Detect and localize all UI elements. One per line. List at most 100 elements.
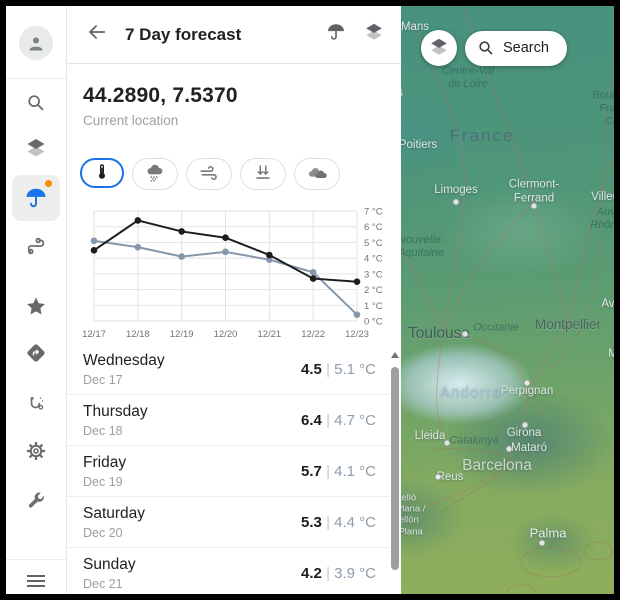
temperature-secondary-value: 5.1 °C [334, 360, 376, 378]
forecast-day-row[interactable]: Wednesday Dec 17 4.5 | 5.1 °C [67, 344, 389, 395]
map-search-label: Search [503, 40, 549, 56]
umbrella-icon [23, 185, 49, 211]
sidebar [6, 6, 67, 594]
sidebar-item-tools[interactable] [14, 481, 58, 521]
day-date: Dec 17 [83, 372, 123, 387]
svg-text:6 °C: 6 °C [364, 222, 383, 233]
star-icon [24, 294, 48, 318]
location-coordinates: 44.2890, 7.5370 [83, 84, 238, 107]
temperature-separator: | [321, 564, 335, 582]
map-roads-layer [401, 6, 614, 594]
temperature-primary-value: 6.4 [301, 411, 322, 429]
notification-badge [45, 180, 52, 187]
hamburger-menu-icon [24, 572, 48, 590]
temperature-primary-value: 5.3 [301, 513, 322, 531]
day-temperatures: 5.3 | 4.4 °C [301, 514, 389, 531]
svg-text:12/18: 12/18 [126, 329, 150, 340]
wind-icon [198, 162, 220, 187]
sidebar-item-search[interactable] [14, 83, 58, 123]
day-temperatures: 4.5 | 5.1 °C [301, 361, 389, 378]
svg-text:12/21: 12/21 [257, 329, 281, 340]
layer-toggle-group [80, 158, 340, 190]
forecast-day-row[interactable]: Sunday Dec 21 4.2 | 3.9 °C [67, 548, 389, 594]
sidebar-item-account[interactable] [14, 23, 58, 63]
temperature-separator: | [321, 360, 335, 378]
svg-text:12/22: 12/22 [301, 329, 325, 340]
back-arrow-icon [86, 21, 108, 48]
forecast-day-row[interactable]: Thursday Dec 18 6.4 | 4.7 °C [67, 395, 389, 446]
day-name: Friday [83, 453, 127, 471]
forecast-chart: 12/17 12/18 12/19 12/20 12/21 12/22 12/23 7 °C 6… [80, 203, 396, 343]
forecast-layers-button[interactable] [359, 20, 389, 50]
day-date: Dec 18 [83, 423, 123, 438]
svg-text:4 °C: 4 °C [364, 254, 383, 265]
svg-text:3 °C: 3 °C [364, 269, 383, 280]
location-sublabel: Current location [83, 113, 179, 128]
sidebar-item-settings[interactable] [14, 431, 58, 471]
temperature-secondary-value: 4.4 °C [334, 513, 376, 531]
day-date: Dec 19 [83, 474, 123, 489]
directions-icon [24, 341, 48, 365]
day-name: Sunday [83, 555, 136, 573]
sidebar-item-stations[interactable] [14, 383, 58, 423]
layer-toggle-wind[interactable] [186, 158, 232, 190]
forecast-umbrella-button[interactable] [321, 20, 351, 50]
layer-toggle-clouds[interactable] [294, 158, 340, 190]
forecast-day-row[interactable]: Saturday Dec 20 5.3 | 4.4 °C [67, 497, 389, 548]
layer-toggle-temperature[interactable] [80, 158, 124, 188]
temperature-secondary-value: 3.9 °C [334, 564, 376, 582]
day-temperatures: 5.7 | 4.1 °C [301, 463, 389, 480]
layers-icon [24, 136, 48, 160]
day-row-left: Friday Dec 19 [83, 454, 126, 489]
search-icon [25, 92, 47, 114]
day-name: Wednesday [83, 351, 165, 369]
sidebar-item-layers[interactable] [14, 128, 58, 168]
precipitation-snow-icon [144, 162, 166, 187]
route-icon [24, 234, 48, 258]
svg-text:12/20: 12/20 [214, 329, 238, 340]
day-name: Thursday [83, 402, 148, 420]
clouds-icon [306, 162, 328, 187]
page-title: 7 Day forecast [125, 24, 242, 44]
stations-icon [24, 391, 48, 415]
svg-text:5 °C: 5 °C [364, 238, 383, 249]
layers-icon [428, 36, 450, 61]
umbrella-icon [325, 21, 347, 48]
sidebar-item-directions[interactable] [14, 333, 58, 373]
layer-toggle-pressure[interactable] [240, 158, 286, 190]
panel-header: 7 Day forecast [67, 6, 401, 64]
day-row-left: Sunday Dec 21 [83, 556, 136, 591]
layers-icon [363, 21, 385, 48]
map-layers-button[interactable] [421, 30, 457, 66]
temperature-separator: | [321, 513, 335, 531]
sidebar-item-weather[interactable] [12, 175, 60, 221]
temperature-primary-value: 4.2 [301, 564, 322, 582]
day-date: Dec 20 [83, 525, 123, 540]
sidebar-item-route-planning[interactable] [14, 226, 58, 266]
temperature-secondary-value: 4.7 °C [334, 411, 376, 429]
temperature-separator: | [321, 411, 335, 429]
svg-text:7 °C: 7 °C [364, 207, 383, 218]
temperature-separator: | [321, 462, 335, 480]
forecast-day-row[interactable]: Friday Dec 19 5.7 | 4.1 °C [67, 446, 389, 497]
temperature-secondary-value: 4.1 °C [334, 462, 376, 480]
sidebar-item-menu[interactable] [14, 561, 58, 594]
back-button[interactable] [81, 19, 113, 51]
scrollbar-up-arrow-icon[interactable] [391, 352, 399, 358]
sidebar-item-favorites[interactable] [14, 286, 58, 326]
wrench-icon [25, 490, 47, 512]
day-row-left: Thursday Dec 18 [83, 403, 148, 438]
day-temperatures: 4.2 | 3.9 °C [301, 565, 389, 582]
search-icon [477, 39, 495, 57]
scrollbar-thumb[interactable] [391, 367, 399, 570]
day-row-left: Wednesday Dec 17 [83, 352, 165, 387]
temperature-primary-value: 5.7 [301, 462, 322, 480]
weather-app-window: 7 Day forecast 44.2890, 7.5370 Current l… [6, 6, 614, 594]
map-controls: Search [421, 30, 567, 66]
map-search-button[interactable]: Search [465, 30, 567, 66]
list-scrollbar[interactable] [389, 344, 401, 594]
day-date: Dec 21 [83, 576, 123, 591]
day-name: Saturday [83, 504, 146, 522]
layer-toggle-precipitation[interactable] [132, 158, 178, 190]
